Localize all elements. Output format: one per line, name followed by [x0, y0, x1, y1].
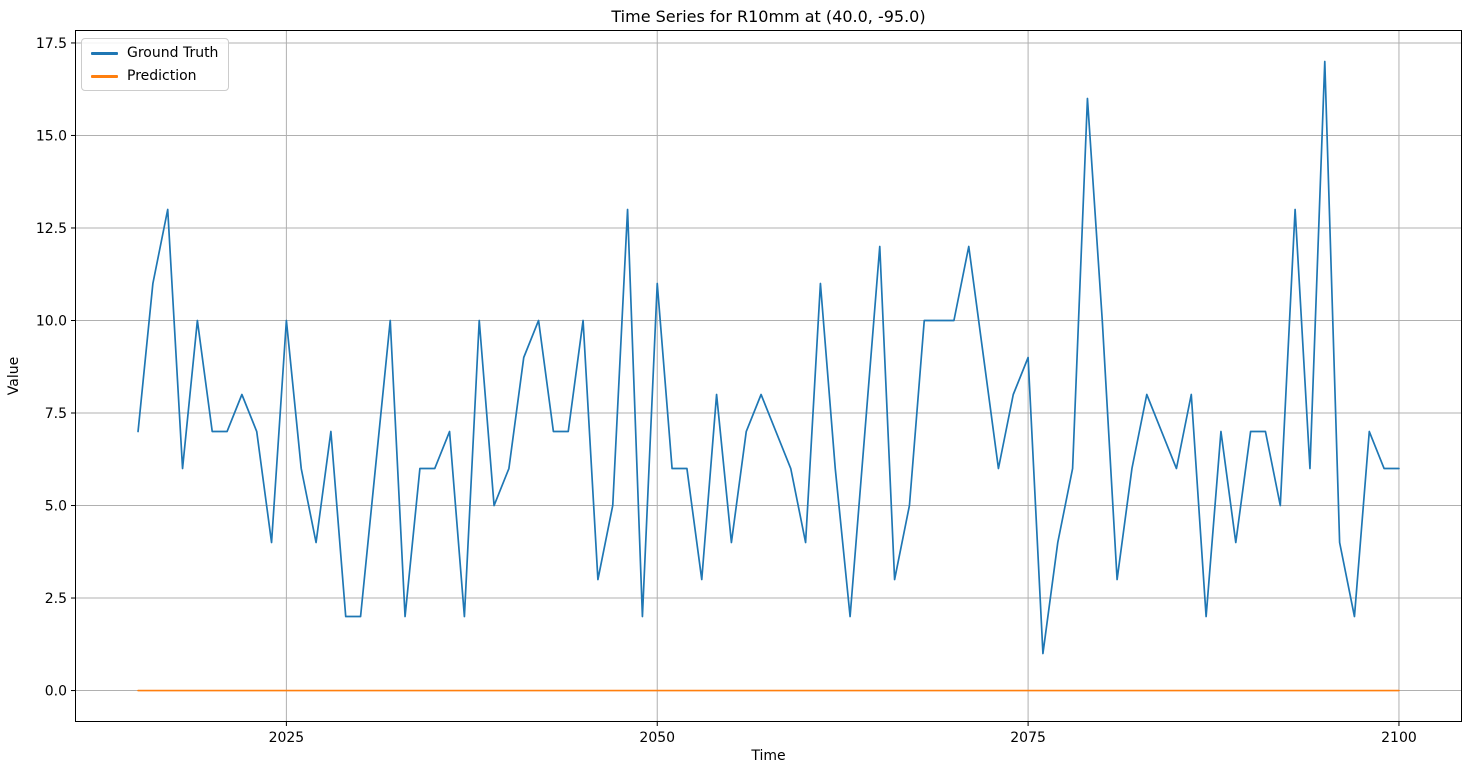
legend: Ground Truth Prediction: [81, 38, 230, 91]
legend-item-prediction: Prediction: [91, 68, 218, 84]
legend-item-ground-truth: Ground Truth: [91, 45, 218, 61]
x-tick-label-2025: 2025: [269, 730, 305, 746]
x-tick-label-2075: 2075: [1010, 730, 1046, 746]
x-axis-label: Time: [751, 748, 786, 764]
y-tick-label-5.0: 5.0: [45, 499, 67, 515]
y-axis-label: Value: [6, 356, 22, 396]
x-tick-label-2100: 2100: [1381, 730, 1417, 746]
y-tick-label-2.5: 2.5: [45, 591, 67, 607]
y-tick-label-17.5: 17.5: [36, 36, 67, 52]
y-tick-label-10.0: 10.0: [36, 313, 67, 329]
series-line-ground-truth: [137, 60, 1400, 655]
chart-title: Time Series for R10mm at (40.0, -95.0): [611, 7, 926, 26]
y-tick-label-12.5: 12.5: [36, 221, 67, 237]
legend-line-swatch-ground-truth: [91, 51, 118, 55]
y-tick-label-7.5: 7.5: [45, 406, 67, 422]
x-tick-label-2050: 2050: [639, 730, 675, 746]
y-tick-label-0.0: 0.0: [45, 684, 67, 700]
legend-label-prediction: Prediction: [127, 68, 197, 84]
y-tick-label-15.0: 15.0: [36, 128, 67, 144]
legend-label-ground-truth: Ground Truth: [127, 45, 219, 61]
legend-line-swatch-prediction: [91, 74, 118, 78]
axes-spines: [75, 30, 1462, 722]
